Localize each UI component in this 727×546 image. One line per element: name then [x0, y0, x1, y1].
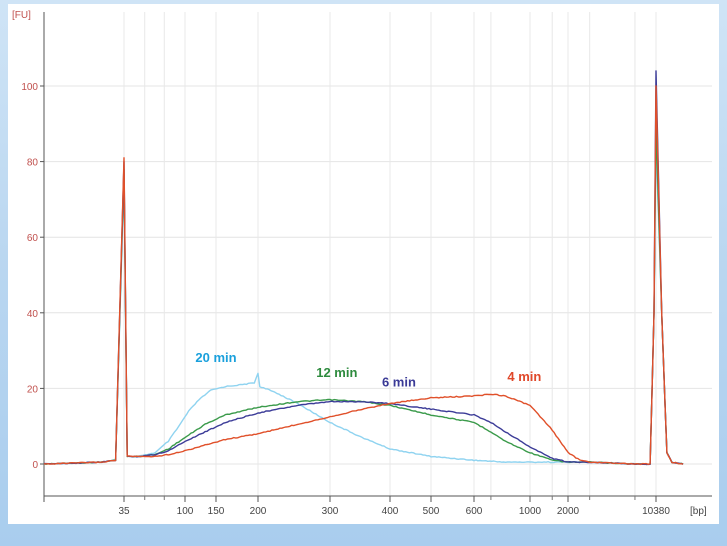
x-tick-label: 100 — [177, 506, 194, 517]
y-tick-label: 60 — [27, 233, 39, 244]
series-annotation: 4 min — [507, 369, 541, 384]
series-annotation: 20 min — [195, 350, 236, 365]
series-line — [44, 70, 684, 466]
x-tick-label: 10380 — [642, 506, 670, 517]
x-tick-label: 400 — [382, 506, 399, 517]
grid — [44, 12, 712, 496]
x-tick-label: 600 — [466, 506, 483, 517]
series-annotation: 12 min — [316, 365, 357, 380]
x-tick-label: 200 — [250, 506, 267, 517]
series-annotation: 6 min — [382, 375, 416, 390]
y-unit-label: [FU] — [12, 10, 31, 21]
y-tick-label: 0 — [32, 460, 38, 471]
x-unit-label: [bp] — [690, 506, 707, 517]
x-tick-label: 35 — [118, 506, 130, 517]
axes: 0 20 40 60 80 100 [FU] 35 100 150 200 300 400 500 600 1… — [12, 10, 712, 517]
y-tick-label: 40 — [27, 309, 39, 320]
x-tick-label: 1000 — [519, 506, 542, 517]
y-tick-label: 20 — [27, 384, 39, 395]
plot-background — [8, 4, 719, 524]
label-group: 20 min 12 min 6 min 4 min — [195, 350, 541, 390]
y-tick-label: 100 — [21, 82, 38, 93]
series-line — [43, 85, 684, 466]
series-group — [43, 70, 684, 466]
electropherogram-panel: 0 20 40 60 80 100 [FU] 35 100 150 200 300 400 500 600 1… — [8, 4, 719, 524]
x-tick-label: 300 — [322, 506, 339, 517]
x-tick-label: 150 — [208, 506, 225, 517]
x-tick-label: 2000 — [557, 506, 580, 517]
x-tick-label: 500 — [423, 506, 440, 517]
y-tick-label: 80 — [27, 158, 39, 169]
electropherogram-chart: 0 20 40 60 80 100 [FU] 35 100 150 200 300 400 500 600 1… — [8, 4, 719, 524]
